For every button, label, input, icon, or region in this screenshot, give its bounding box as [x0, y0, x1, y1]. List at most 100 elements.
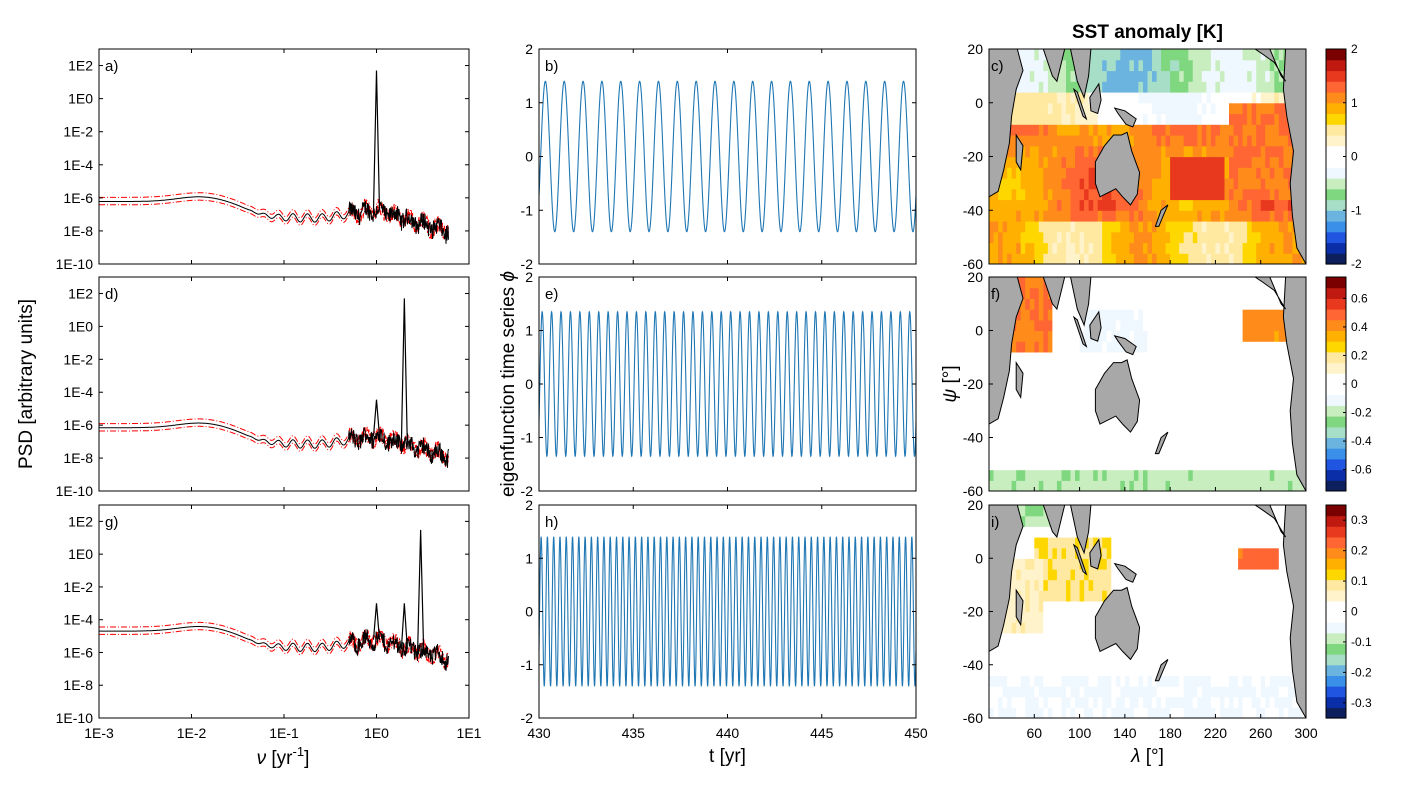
y-tick-label: -2: [521, 710, 534, 726]
land-mass: [1154, 204, 1169, 227]
colorbar-swatch: [1326, 568, 1346, 581]
ts-axes-frame: [538, 48, 917, 265]
y-tick-label: 1E0: [68, 546, 93, 562]
psd-panel-2: 1E-10 1E-8 1E-6 1E-4 1E-2 1E0 1E2 d): [56, 276, 470, 499]
land-mass: [1089, 538, 1102, 570]
colorbar-tick-label: -1: [1351, 203, 1362, 217]
colorbar-swatch: [1326, 664, 1346, 676]
land-mass: [1042, 505, 1066, 539]
map-x-axis-label: λ [°]: [1130, 746, 1164, 767]
colorbar-swatch: [1326, 351, 1346, 364]
land-mass: [1089, 310, 1102, 342]
psd-y-axis-label: PSD [arbitrary units]: [16, 299, 37, 469]
x-tick-label: 1E-2: [177, 725, 207, 741]
colorbar-swatch: [1326, 437, 1346, 449]
colorbar-swatch: [1326, 458, 1346, 471]
land-mass: [989, 49, 1024, 198]
colorbar-swatch: [1326, 81, 1346, 93]
psd-axes-frame: [98, 276, 470, 492]
colorbar-tick-label: 0.6: [1351, 291, 1368, 305]
ts-axes-frame: [538, 504, 917, 719]
colorbar-tick-label: -0.2: [1351, 406, 1372, 420]
colorbar-swatch: [1326, 384, 1346, 396]
sst-map-panel-3: -60 -40 -20 0 20 60 100 140 180 220 260 300 i): [963, 497, 1318, 741]
y-tick-label: 1E-4: [63, 157, 93, 173]
y-tick-label: -60: [963, 483, 983, 499]
colorbar-swatch: [1326, 675, 1346, 687]
colorbar-swatch: [1326, 341, 1346, 353]
land-mass: [1015, 360, 1024, 400]
psd-peak: [372, 603, 381, 640]
y-tick-label: 1E0: [68, 318, 93, 334]
panel-label: b): [545, 58, 558, 75]
psd-panel-1: 1E-10 1E-8 1E-6 1E-4 1E-2 1E0 1E2 a): [56, 48, 470, 272]
colorbar-swatch: [1326, 579, 1346, 591]
colorbar-swatch: [1326, 537, 1346, 549]
land-mass: [1282, 505, 1306, 718]
colorbar-swatch: [1326, 469, 1346, 481]
colorbar-swatch: [1326, 70, 1346, 82]
colorbar-swatch: [1326, 92, 1346, 104]
colorbar-swatch: [1326, 210, 1346, 222]
x-tick-label: 1E-1: [269, 725, 299, 741]
land-mass: [1042, 49, 1066, 83]
ts-y-axis-label: eigenfunction time series ϕ: [498, 271, 519, 497]
colorbar-tick-label: -0.2: [1351, 665, 1372, 679]
colorbar-tick-label: -0.4: [1351, 434, 1372, 448]
x-tick-label: 100: [1068, 725, 1092, 741]
colorbar-tick-label: 0.1: [1351, 574, 1368, 588]
x-tick-label: 450: [904, 725, 928, 741]
psd-panel-3: 1E-10 1E-8 1E-6 1E-4 1E-2 1E0 1E2 1E-3 1E-2 1E-1 1…: [56, 504, 482, 741]
y-tick-label: 1E-10: [56, 483, 94, 499]
psd-line: [99, 626, 449, 671]
eigenfunction-line: [538, 536, 917, 687]
y-tick-label: -1: [521, 430, 534, 446]
y-tick-label: 1E-4: [63, 384, 93, 400]
psd-x-axis-label: ν [yr-1]: [257, 744, 310, 769]
y-tick-label: 1: [525, 323, 533, 339]
land-mass: [1113, 562, 1137, 583]
sst-map-panel-2: -60 -40 -20 0 20 f): [963, 269, 1307, 499]
y-tick-label: 1E-8: [63, 450, 93, 466]
y-tick-label: -40: [963, 202, 983, 218]
colorbar-swatch: [1326, 102, 1346, 115]
colorbar-swatch: [1326, 611, 1346, 623]
y-tick-label: -2: [521, 256, 534, 272]
land-mass: [1069, 277, 1092, 327]
colorbar-swatch: [1326, 188, 1346, 201]
panel-label: a): [105, 58, 118, 75]
y-tick-label: -1: [521, 202, 534, 218]
colorbar-swatch: [1326, 319, 1346, 331]
land-mass: [1113, 335, 1137, 356]
land-mass: [1254, 49, 1287, 82]
colorbar-tick-label: 2: [1351, 42, 1358, 56]
y-tick-label: 20: [967, 41, 983, 57]
land-mass: [1154, 659, 1169, 682]
x-tick-label: 430: [527, 725, 551, 741]
colorbar-swatch: [1326, 505, 1346, 517]
colorbar-swatch: [1326, 59, 1346, 72]
psd-line: [99, 422, 449, 468]
y-tick-label: -40: [963, 430, 983, 446]
y-tick-label: -60: [963, 256, 983, 272]
y-tick-label: 1E-4: [63, 612, 93, 628]
timeseries-panel-3: -2 -1 0 1 2 430 435 440 445 450 h): [521, 497, 928, 741]
panel-label: e): [545, 286, 558, 303]
land-mass: [1069, 505, 1092, 555]
x-tick-label: 440: [716, 725, 740, 741]
x-tick-label: 300: [1294, 725, 1318, 741]
psd-peak: [372, 70, 381, 211]
land-mass: [1094, 586, 1141, 661]
colorbar-swatch: [1326, 124, 1346, 136]
psd-upper-bound: [99, 418, 449, 460]
ts-x-axis-label: t [yr]: [709, 746, 746, 767]
colorbar-swatch: [1326, 156, 1346, 168]
y-tick-label: 0: [525, 149, 533, 165]
colorbar-swatch: [1326, 394, 1346, 406]
colorbar-tick-label: 0: [1351, 377, 1358, 391]
colorbar-swatch: [1326, 145, 1346, 158]
sst-field: [989, 277, 1306, 491]
land-mass: [1282, 49, 1306, 264]
land-mass: [1072, 315, 1088, 348]
